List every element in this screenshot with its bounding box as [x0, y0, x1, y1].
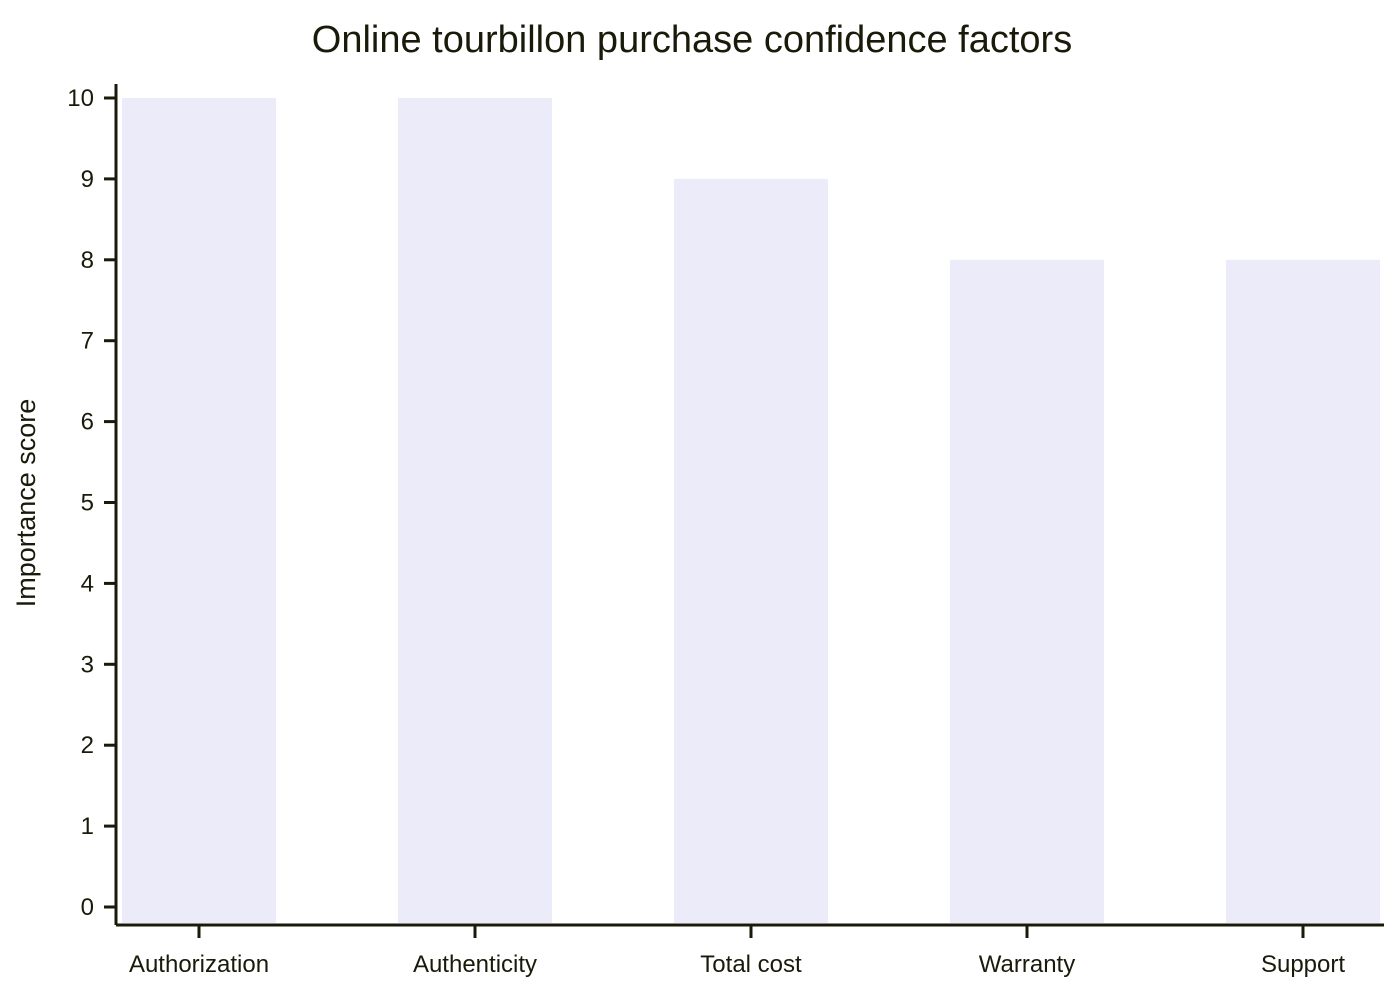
x-axis-ticks: Authorization Authenticity Total cost Warra… [129, 925, 1345, 978]
x-tick-label: Support [1261, 951, 1345, 978]
y-tick-label: 0 [81, 894, 94, 921]
y-tick-label: 6 [81, 409, 94, 436]
x-tick-label: Warranty [979, 951, 1075, 978]
x-tick-label: Total cost [700, 951, 802, 978]
y-tick-label: 10 [67, 85, 94, 112]
x-tick-label: Authorization [129, 951, 269, 978]
y-axis-label: Importance score [11, 399, 41, 608]
bar-authenticity [398, 98, 552, 923]
y-axis-ticks: 0 1 2 3 4 5 6 7 8 9 10 [67, 85, 116, 921]
y-tick-label: 7 [81, 328, 94, 355]
bar-support [1226, 259, 1380, 923]
y-tick-label: 2 [81, 732, 94, 759]
bar-total-cost [674, 178, 828, 923]
y-tick-label: 3 [81, 651, 94, 678]
y-tick-label: 8 [81, 247, 94, 274]
y-tick-label: 1 [81, 813, 94, 840]
y-tick-label: 9 [81, 166, 94, 193]
bar-authorization [122, 98, 276, 923]
y-tick-label: 5 [81, 490, 94, 517]
chart-title: Online tourbillon purchase confidence fa… [312, 19, 1072, 61]
x-tick-label: Authenticity [413, 951, 537, 978]
bars-group [122, 98, 1380, 923]
bar-warranty [950, 259, 1104, 923]
y-tick-label: 4 [81, 570, 94, 597]
